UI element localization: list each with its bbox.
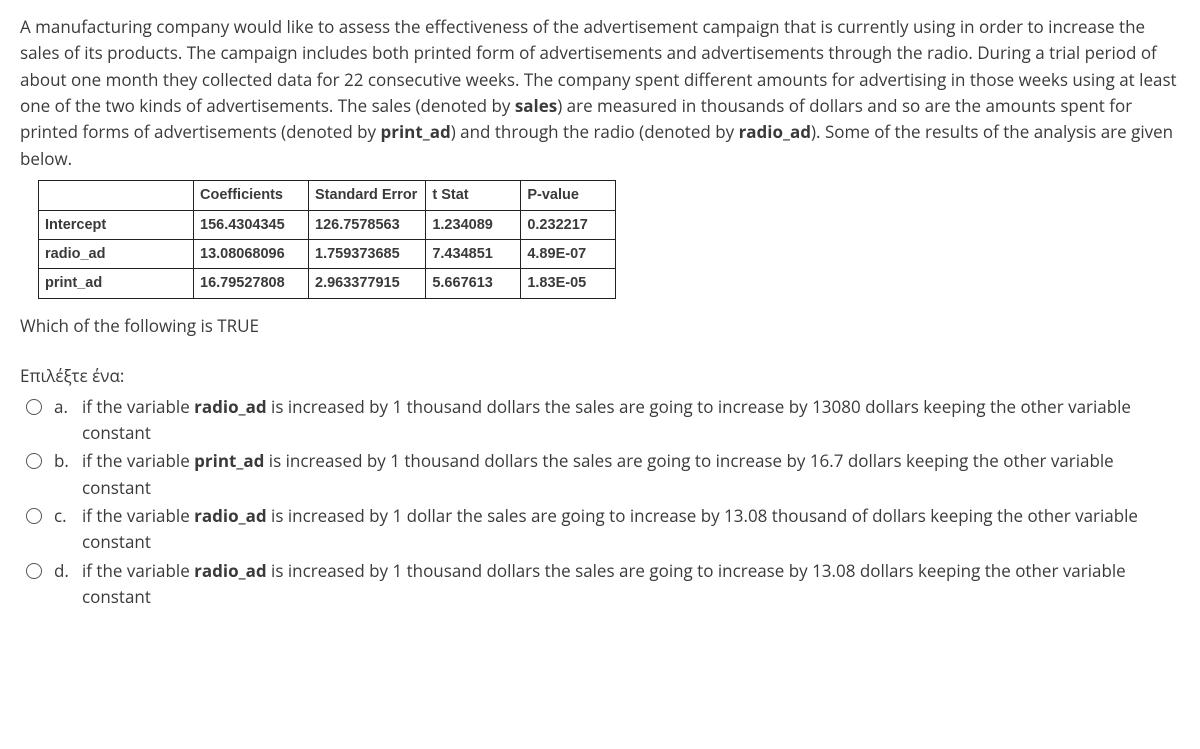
table-header: Coefficients — [194, 181, 309, 210]
answer-block: Επιλέξτε ένα: a. if the variable radio_ad… — [20, 363, 1180, 610]
answer-text-segment: if the variable — [82, 559, 194, 582]
bold-term: radio_ad — [194, 504, 266, 527]
table-header: P-value — [521, 181, 616, 210]
table-cell: print_ad — [39, 269, 194, 298]
table-row: Intercept156.4304345126.75785631.2340890… — [39, 210, 616, 239]
question-text-segment: ) and through the radio (denoted by — [451, 120, 739, 143]
table-cell: 2.963377915 — [309, 269, 426, 298]
answer-option[interactable]: d. if the variable radio_ad is increased … — [20, 558, 1180, 611]
bold-term: print_ad — [381, 120, 451, 143]
table-cell: 126.7578563 — [309, 210, 426, 239]
answer-text-segment: if the variable — [82, 449, 194, 472]
table-cell: 5.667613 — [426, 269, 521, 298]
answer-letter: c. — [54, 503, 74, 529]
answer-text: if the variable print_ad is increased by… — [82, 448, 1162, 501]
table-cell: 1.234089 — [426, 210, 521, 239]
radio-icon[interactable] — [26, 563, 42, 579]
question-follow: Which of the following is TRUE — [20, 313, 1180, 339]
answer-letter: d. — [54, 558, 74, 584]
answer-option[interactable]: c. if the variable radio_ad is increased … — [20, 503, 1180, 556]
table-cell: 1.759373685 — [309, 240, 426, 269]
answer-text-segment: if the variable — [82, 504, 194, 527]
table-cell: 1.83E-05 — [521, 269, 616, 298]
table-row: print_ad16.795278082.9633779155.6676131.… — [39, 269, 616, 298]
answer-text: if the variable radio_ad is increased by… — [82, 558, 1162, 611]
radio-icon[interactable] — [26, 508, 42, 524]
bold-term: sales — [515, 94, 557, 117]
answer-option[interactable]: a. if the variable radio_ad is increased … — [20, 394, 1180, 447]
table-header-empty — [39, 181, 194, 210]
answer-option[interactable]: b. if the variable print_ad is increased … — [20, 448, 1180, 501]
answer-letter: a. — [54, 394, 74, 420]
table-cell: 4.89E-07 — [521, 240, 616, 269]
bold-term: radio_ad — [194, 559, 266, 582]
radio-icon[interactable] — [26, 399, 42, 415]
bold-term: print_ad — [194, 449, 264, 472]
answer-prompt: Επιλέξτε ένα: — [20, 363, 1180, 389]
table-cell: 7.434851 — [426, 240, 521, 269]
bold-term: radio_ad — [194, 395, 266, 418]
answer-text: if the variable radio_ad is increased by… — [82, 503, 1162, 556]
table-cell: 156.4304345 — [194, 210, 309, 239]
table-cell: Intercept — [39, 210, 194, 239]
table-cell: 13.08068096 — [194, 240, 309, 269]
table-cell: 16.79527808 — [194, 269, 309, 298]
bold-term: radio_ad — [739, 120, 811, 143]
table-row: radio_ad13.080680961.7593736857.4348514.… — [39, 240, 616, 269]
question-paragraph: A manufacturing company would like to as… — [20, 14, 1180, 172]
answer-text-segment: if the variable — [82, 395, 194, 418]
answer-text: if the variable radio_ad is increased by… — [82, 394, 1162, 447]
regression-table: CoefficientsStandard Errort StatP-valueI… — [38, 180, 616, 299]
table-cell: 0.232217 — [521, 210, 616, 239]
table-header: t Stat — [426, 181, 521, 210]
table-cell: radio_ad — [39, 240, 194, 269]
answer-letter: b. — [54, 448, 74, 474]
radio-icon[interactable] — [26, 453, 42, 469]
table-header: Standard Error — [309, 181, 426, 210]
